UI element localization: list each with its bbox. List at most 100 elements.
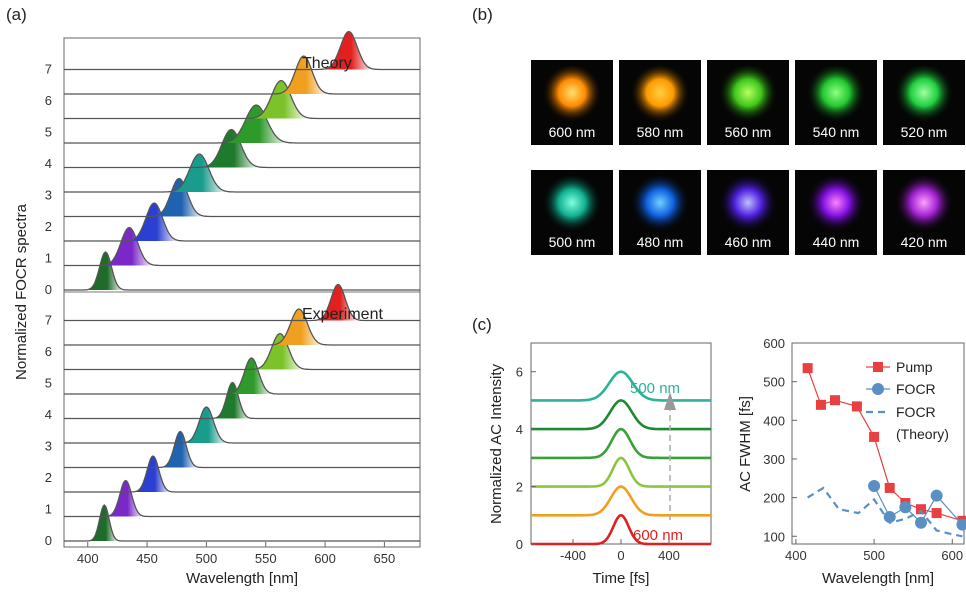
spectra-x-tick-label: 600: [314, 551, 336, 566]
spectra-y-tick-label: 3: [45, 188, 52, 203]
fwhm-y-tick-label: 400: [763, 413, 785, 428]
ac-y-tick-label: 4: [516, 422, 523, 437]
spectrum-peak-fill: [170, 154, 228, 192]
beam-spot: [894, 65, 954, 126]
ac-ticks: -400 0 400 0 2 4 6: [516, 365, 680, 563]
ac-label-500nm: 500 nm: [630, 380, 680, 397]
spectrum-trace: [64, 381, 420, 420]
spectrum-peak-fill: [129, 203, 180, 241]
fwhm-line: [807, 367, 963, 522]
spectra-y-tick-label: 0: [45, 282, 52, 297]
spectrum-trace: [64, 251, 420, 291]
beam-image-tile: 520 nm: [883, 60, 965, 145]
spectra-x-tick-label: 550: [255, 551, 277, 566]
ac-label-600nm: 600 nm: [633, 527, 683, 544]
spectrum-peak-fill: [274, 309, 324, 345]
legend-focr-marker: [872, 383, 884, 395]
spectra-y-tick-label: 6: [45, 93, 52, 108]
spectrum-peak-fill: [185, 407, 228, 443]
spectrum-peak-fill: [278, 56, 329, 94]
spectrum-peak-fill: [316, 284, 360, 321]
theory-subpanel: 0 1 2 3 4 5 6 7: [45, 30, 420, 297]
spectra-x-tick-label: 450: [136, 551, 158, 566]
spectra-y-tick-label: 1: [45, 502, 52, 517]
spectrum-peak-fill: [230, 358, 273, 394]
beam-image-tile: 580 nm: [619, 60, 701, 145]
fwhm-y-tick-label: 100: [763, 529, 785, 544]
ac-arrow-head: [664, 392, 676, 410]
spectrum-trace: [64, 55, 420, 95]
ac-trace: [531, 399, 711, 431]
spectrum-peak-fill: [87, 252, 124, 290]
spectra-y-tick-label: 3: [45, 439, 52, 454]
spectrum-peak-fill: [104, 227, 155, 266]
fwhm-y-tick-label: 300: [763, 452, 785, 467]
beam-spot: [894, 175, 954, 236]
pump-marker: [884, 482, 895, 493]
focr-marker: [956, 518, 966, 531]
ac-curves: [531, 370, 711, 546]
beam-image-label: 500 nm: [549, 234, 596, 250]
beam-image-tile: 600 nm: [531, 60, 613, 145]
spectrum-peak-fill: [224, 105, 289, 143]
spectrum-trace: [64, 128, 420, 169]
pump-marker: [830, 395, 840, 406]
spectrum-peak-fill: [154, 178, 204, 217]
fwhm-x-tick-label: 600: [941, 548, 963, 563]
beam-spot: [806, 175, 866, 236]
spectrum-peak-fill: [135, 456, 171, 492]
ac-y-tick-label: 0: [516, 537, 523, 552]
spectrum-peak-fill: [255, 333, 305, 370]
beam-image-label: 600 nm: [549, 124, 596, 140]
beam-image-tile: 540 nm: [795, 60, 877, 145]
spectrum-trace: [64, 30, 420, 71]
fwhm-series: [802, 363, 966, 538]
ac-trace: [531, 427, 711, 460]
fwhm-ticks: 400 500 600 100 200 300 400 500 600: [763, 336, 963, 563]
beam-image-label: 460 nm: [725, 234, 772, 250]
ac-x-tick-label: 400: [658, 548, 680, 563]
legend-label: Pump: [896, 359, 933, 375]
spectra-y-label: Normalized FOCR spectra: [13, 203, 30, 380]
beam-spot: [630, 175, 690, 236]
spectrum-trace: [64, 153, 420, 193]
spectrum-peak-fill: [323, 31, 374, 70]
experiment-subpanel: 0 1 2 3 4 5 6 7: [45, 283, 420, 548]
autocorrelation-chart: -400 0 400 0 2 4 6 500 nm 600 nm Time [fs] Nor…: [488, 342, 712, 587]
spectrum-trace: [64, 406, 420, 444]
beam-image-label: 540 nm: [813, 124, 860, 140]
spectra-y-tick-label: 5: [45, 125, 52, 140]
spectra-y-tick-label: 5: [45, 376, 52, 391]
spectra-y-tick-label: 2: [45, 470, 52, 485]
pump-marker: [869, 431, 880, 442]
legend-label: (Theory): [896, 426, 949, 442]
beam-image-tile: 480 nm: [619, 170, 701, 255]
fwhm-x-tick-label: 500: [863, 548, 885, 563]
legend-label: FOCR: [896, 404, 936, 420]
ac-y-label: Normalized AC Intensity: [488, 363, 505, 524]
spectrum-trace: [64, 79, 420, 120]
ac-frame: [530, 342, 712, 545]
spectra-x-tick-label: 400: [77, 551, 99, 566]
spectrum-trace: [64, 357, 420, 395]
spectrum-trace: [64, 455, 420, 493]
ac-x-label: Time [fs]: [593, 570, 650, 587]
focr-marker: [930, 489, 943, 502]
spectra-y-tick-label: 1: [45, 251, 52, 266]
beam-image-tile: 500 nm: [531, 170, 613, 255]
ac-trace: [531, 485, 711, 517]
beam-spot: [542, 65, 602, 126]
beam-spot: [718, 175, 778, 236]
legend-label: FOCR: [896, 381, 936, 397]
spectrum-trace: [64, 226, 420, 267]
fwhm-x-label: Wavelength [nm]: [822, 570, 934, 587]
fwhm-x-tick-label: 400: [785, 548, 807, 563]
beam-spot: [806, 65, 866, 126]
fwhm-frame: [791, 342, 965, 545]
beam-image-label: 480 nm: [637, 234, 684, 250]
spectrum-trace: [64, 202, 420, 242]
spectra-x-tick-label: 650: [374, 551, 396, 566]
spectrum-trace: [64, 430, 420, 469]
theory-label: Theory: [302, 55, 352, 72]
